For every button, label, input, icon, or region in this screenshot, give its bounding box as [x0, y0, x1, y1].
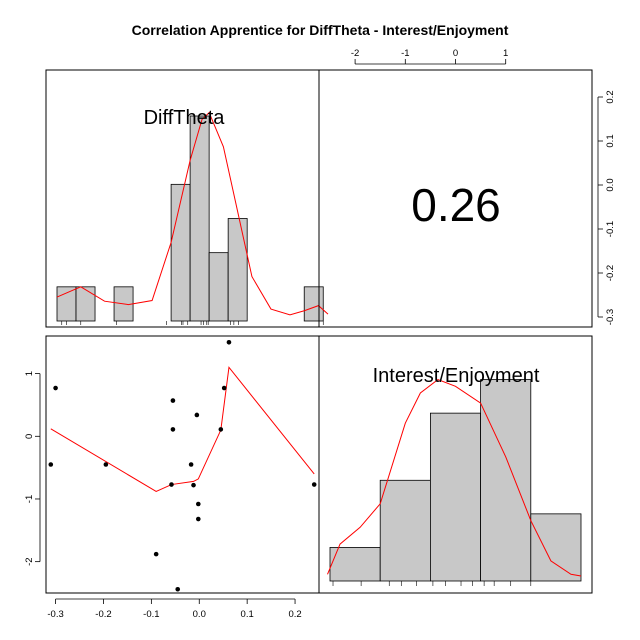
x-tick-label: -0.1: [143, 609, 159, 620]
scatter-point: [170, 398, 176, 403]
x-tick-label: -0.3: [47, 609, 63, 620]
scatter-point: [53, 385, 58, 391]
histogram-bar: [429, 412, 481, 582]
scatter-point: [196, 501, 201, 507]
y-tick-label: 1: [24, 371, 35, 376]
top-tick-label: -1: [401, 48, 409, 59]
histogram-bar: [189, 115, 210, 322]
scatter-point: [194, 412, 200, 418]
scatter-point: [196, 516, 201, 522]
panel-frame: [45, 335, 320, 594]
x-tick-label: 0.2: [288, 609, 301, 620]
scatter-point: [170, 427, 176, 432]
variable-label-interest: Interest/Enjoyment: [373, 365, 540, 387]
histogram-bar: [303, 286, 324, 322]
right-tick-label: -0.1: [605, 221, 616, 237]
histogram-bar: [329, 547, 381, 582]
histogram-bar: [75, 286, 96, 322]
scatter-point: [175, 586, 181, 592]
chart-title: Correlation Apprentice for DiffTheta - I…: [132, 22, 509, 38]
scatter-point: [218, 427, 224, 432]
scatter-point: [103, 462, 109, 467]
panel-difftheta-histogram: [45, 69, 329, 328]
right-tick-label: -0.3: [605, 309, 616, 325]
scatter-point: [221, 385, 227, 391]
smooth-line: [50, 366, 315, 493]
histogram-bar: [170, 183, 191, 322]
scatter-point: [188, 462, 194, 467]
scatter-point: [48, 462, 54, 467]
right-tick-label: -0.2: [605, 265, 616, 281]
axes-layer: -0.3 -0.2 -0.1 0.0 0.1 0.2 -2 -1 0 1 -2 -1 0 1 -0.3 -0.…: [24, 48, 616, 620]
top-tick-label: 0: [453, 48, 458, 59]
histogram-bar: [480, 379, 532, 582]
histogram-bar: [56, 286, 77, 322]
scatter-point: [153, 551, 159, 557]
panel-interest-histogram: [318, 335, 593, 594]
right-tick-label: 0.2: [605, 90, 616, 103]
top-tick-label: -2: [351, 48, 359, 59]
y-tick-label: 0: [24, 434, 35, 439]
density-curve: [56, 111, 329, 316]
scatter-point: [311, 482, 317, 487]
density-curve: [327, 379, 582, 577]
x-tick-label: -0.2: [95, 609, 111, 620]
panel-frame: [318, 69, 593, 328]
x-tick-label: 0.1: [241, 609, 254, 620]
correlation-value: 0.26: [411, 179, 501, 231]
top-tick-label: 1: [503, 48, 508, 59]
histogram-bar: [379, 479, 431, 582]
panel-correlation: [318, 69, 593, 328]
histogram-bar: [227, 218, 248, 322]
scatter-point: [191, 482, 196, 488]
scatter-point: [169, 482, 174, 487]
scatter-point: [226, 339, 232, 345]
right-tick-label: 0.1: [605, 134, 616, 147]
panel-frame: [318, 335, 593, 594]
panel-scatterplot: [45, 335, 320, 594]
variable-label-difftheta: DiffTheta: [144, 107, 226, 129]
histogram-bar: [208, 252, 229, 322]
x-tick-label: 0.0: [193, 609, 206, 620]
histogram-bar: [530, 513, 582, 582]
y-tick-label: -1: [24, 495, 35, 503]
y-tick-label: -2: [24, 557, 35, 565]
right-tick-label: 0.0: [605, 178, 616, 191]
